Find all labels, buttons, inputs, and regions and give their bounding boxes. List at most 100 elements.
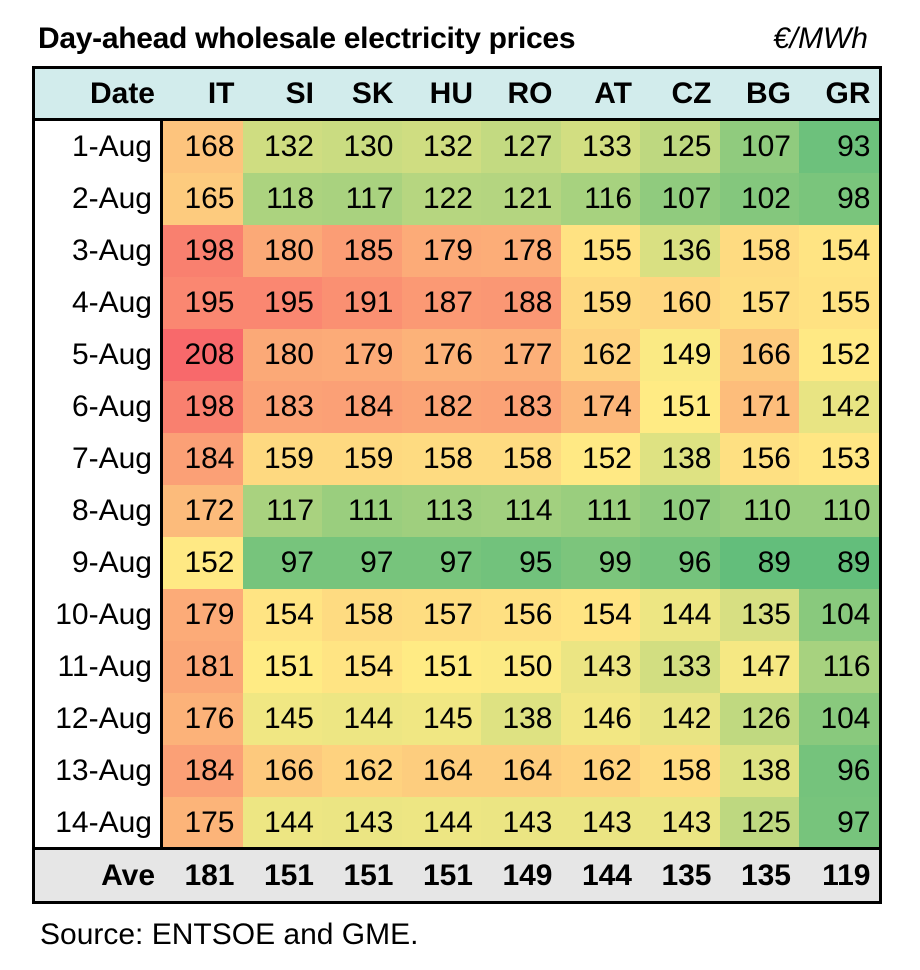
heatmap-cell: 160 — [640, 277, 720, 329]
heatmap-cell: 171 — [719, 381, 799, 433]
row-date: 11-Aug — [35, 641, 163, 693]
heatmap-cell: 162 — [322, 745, 402, 797]
heatmap-cell: 166 — [242, 745, 322, 797]
heatmap-cell: 165 — [163, 173, 243, 225]
heatmap-cell: 138 — [640, 433, 720, 485]
header-bg: BG — [746, 76, 791, 110]
row-date: 8-Aug — [35, 485, 163, 537]
heatmap-cell: 184 — [163, 433, 243, 485]
heatmap-cell: 166 — [719, 329, 799, 381]
heatmap-cell: 116 — [799, 641, 879, 693]
row-date: 9-Aug — [35, 537, 163, 589]
average-label: Ave — [101, 858, 155, 892]
heatmap-cell: 149 — [640, 329, 720, 381]
heatmap-cell: 152 — [799, 329, 879, 381]
heatmap-cell: 158 — [640, 745, 720, 797]
heatmap-cell: 110 — [799, 485, 879, 537]
average-cell: 151 — [263, 858, 314, 892]
heatmap-cell: 95 — [481, 537, 561, 589]
source-note: Source: ENTSOE and GME. — [40, 918, 419, 951]
heatmap-cell: 154 — [242, 589, 322, 641]
heatmap-cell: 97 — [401, 537, 481, 589]
heatmap-cell: 107 — [640, 173, 720, 225]
heatmap-cell: 107 — [719, 121, 799, 173]
heatmap-cell: 136 — [640, 225, 720, 277]
heatmap-cell: 179 — [401, 225, 481, 277]
row-date: 2-Aug — [35, 173, 163, 225]
heatmap-cell: 111 — [560, 485, 640, 537]
heatmap-cell: 143 — [560, 641, 640, 693]
heatmap-cell: 180 — [242, 329, 322, 381]
row-date: 1-Aug — [35, 121, 163, 173]
heatmap-cell: 118 — [242, 173, 322, 225]
average-cell: 151 — [343, 858, 394, 892]
header-gr: GR — [825, 76, 871, 110]
heatmap-cell: 158 — [322, 589, 402, 641]
average-cell: 135 — [661, 858, 712, 892]
heatmap-cell: 114 — [481, 485, 561, 537]
heatmap-cell: 180 — [242, 225, 322, 277]
heatmap-cell: 188 — [481, 277, 561, 329]
heatmap-cell: 158 — [481, 433, 561, 485]
heatmap-cell: 168 — [163, 121, 243, 173]
heatmap-cell: 156 — [481, 589, 561, 641]
heatmap-cell: 183 — [481, 381, 561, 433]
heatmap-cell: 176 — [401, 329, 481, 381]
heatmap-cell: 121 — [481, 173, 561, 225]
row-date: 14-Aug — [35, 797, 163, 849]
header-at: AT — [594, 76, 632, 110]
heatmap-cell: 153 — [799, 433, 879, 485]
heatmap-cell: 113 — [401, 485, 481, 537]
heatmap-cell: 191 — [322, 277, 402, 329]
average-cell: 151 — [422, 858, 473, 892]
heatmap-cell: 184 — [322, 381, 402, 433]
heatmap-cell: 177 — [481, 329, 561, 381]
header-cz: CZ — [671, 76, 712, 110]
heatmap-cell: 144 — [322, 693, 402, 745]
heatmap-cell: 159 — [560, 277, 640, 329]
heatmap-cell: 104 — [799, 693, 879, 745]
heatmap-cell: 144 — [640, 589, 720, 641]
heatmap-cell: 107 — [640, 485, 720, 537]
heatmap-cell: 208 — [163, 329, 243, 381]
heatmap-cell: 145 — [401, 693, 481, 745]
heatmap-cell: 117 — [322, 173, 402, 225]
heatmap-cell: 146 — [560, 693, 640, 745]
heatmap-cell: 151 — [401, 641, 481, 693]
average-cell: 181 — [184, 858, 235, 892]
row-date: 3-Aug — [35, 225, 163, 277]
heatmap-cell: 159 — [242, 433, 322, 485]
heatmap-cell: 110 — [719, 485, 799, 537]
heatmap-cell: 98 — [799, 173, 879, 225]
heatmap-cell: 97 — [242, 537, 322, 589]
chart-title: Day-ahead wholesale electricity prices — [38, 22, 576, 55]
heatmap-cell: 125 — [640, 121, 720, 173]
heatmap-cell: 93 — [799, 121, 879, 173]
heatmap-cell: 138 — [481, 693, 561, 745]
heatmap-cell: 144 — [242, 797, 322, 849]
heatmap-cell: 96 — [799, 745, 879, 797]
heatmap-cell: 99 — [560, 537, 640, 589]
row-date: 5-Aug — [35, 329, 163, 381]
heatmap-cell: 143 — [560, 797, 640, 849]
heatmap-cell: 162 — [560, 745, 640, 797]
heatmap-cell: 102 — [719, 173, 799, 225]
header-sk: SK — [351, 76, 394, 110]
heatmap-cell: 143 — [640, 797, 720, 849]
heatmap-cell: 158 — [401, 433, 481, 485]
heatmap-cell: 154 — [799, 225, 879, 277]
heatmap-cell: 133 — [560, 121, 640, 173]
unit-label: €/MWh — [772, 22, 868, 55]
heatmap-cell: 97 — [799, 797, 879, 849]
heatmap-cell: 157 — [401, 589, 481, 641]
heatmap-cell: 151 — [242, 641, 322, 693]
heatmap-cell: 151 — [640, 381, 720, 433]
heatmap-cell: 97 — [322, 537, 402, 589]
heatmap-cell: 184 — [163, 745, 243, 797]
header-row: Date IT SI SK HU RO AT CZ BG GR — [35, 69, 879, 121]
heatmap-cell: 155 — [799, 277, 879, 329]
heatmap-cell: 154 — [560, 589, 640, 641]
header-hu: HU — [429, 76, 473, 110]
heatmap-cell: 122 — [401, 173, 481, 225]
heatmap-cell: 135 — [719, 589, 799, 641]
